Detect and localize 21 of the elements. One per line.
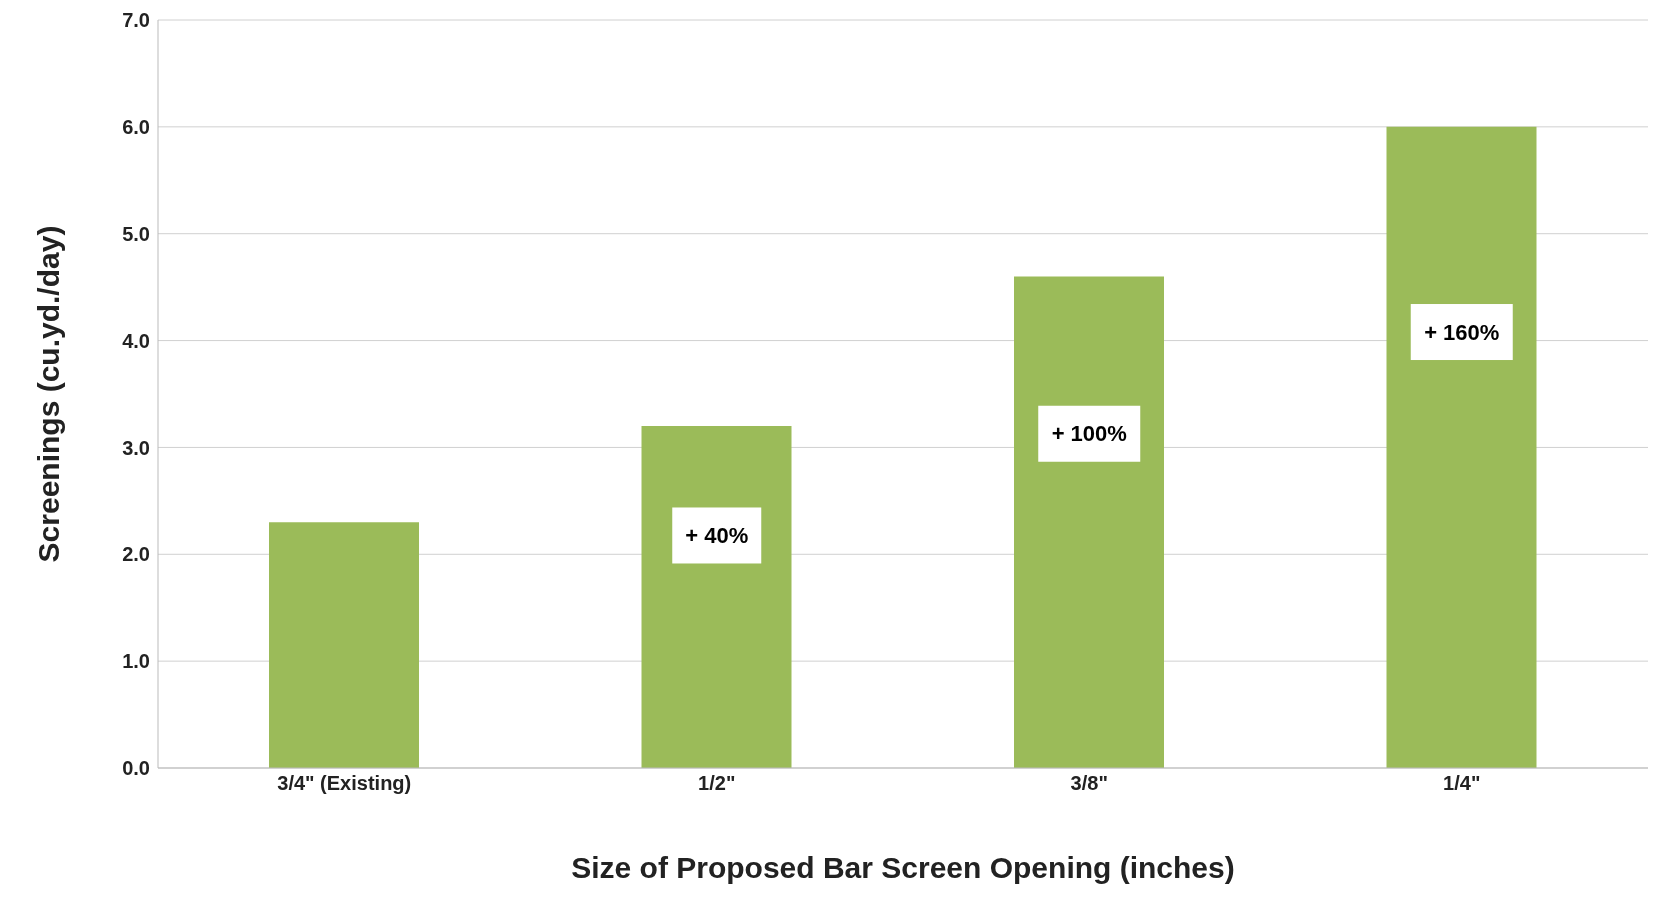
bar [1386, 126, 1537, 768]
annotation: + 40% [685, 522, 749, 548]
y-axis-title: Screenings (cu.yd./day) [31, 225, 65, 563]
annotation: + 160% [1424, 319, 1500, 345]
x-axis-title: Size of Proposed Bar Screen Opening (inches) [571, 851, 1235, 884]
bar [1014, 276, 1164, 768]
y-tick-label: 3.0 [122, 436, 150, 459]
x-tick-label: 3/4" (Existing) [277, 772, 412, 795]
y-tick-label: 5.0 [122, 222, 150, 245]
y-tick-label: 6.0 [122, 115, 150, 138]
y-tick-label: 2.0 [122, 543, 150, 566]
y-tick-label: 7.0 [122, 9, 150, 32]
y-tick-label: 4.0 [122, 329, 150, 352]
x-tick-label: 1/4" [1443, 772, 1481, 795]
x-tick-label: 3/8" [1070, 772, 1108, 795]
bar [641, 426, 792, 768]
bar [269, 522, 419, 768]
y-tick-label: 0.0 [122, 757, 150, 780]
annotation: + 100% [1051, 421, 1127, 447]
x-tick-label: 1/2" [698, 772, 736, 795]
y-tick-label: 1.0 [122, 650, 150, 673]
